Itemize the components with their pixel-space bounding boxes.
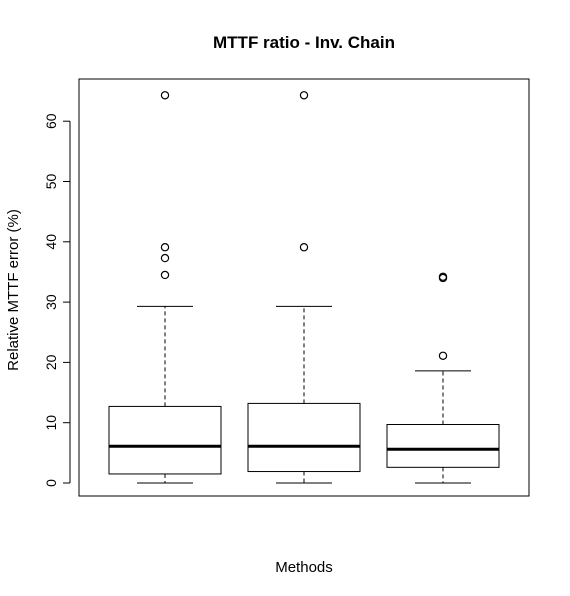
box-1 <box>109 92 221 483</box>
outlier-point <box>161 92 168 99</box>
chart-title: MTTF ratio - Inv. Chain <box>213 33 395 52</box>
y-tick-label: 10 <box>43 415 59 431</box>
y-axis-label: Relative MTTF error (%) <box>5 209 22 371</box>
y-tick-label: 0 <box>43 479 59 487</box>
y-tick-label: 40 <box>43 234 59 250</box>
boxes-group <box>109 92 499 483</box>
outlier-point <box>161 244 168 251</box>
outlier-point <box>439 352 446 359</box>
outlier-point <box>300 244 307 251</box>
outlier-point <box>161 271 168 278</box>
box-iqr <box>248 403 360 471</box>
box-3 <box>387 273 499 483</box>
box-iqr <box>109 406 221 474</box>
outlier-point <box>161 254 168 261</box>
box-2 <box>248 92 360 483</box>
x-axis-label: Methods <box>275 559 333 576</box>
outlier-point <box>300 92 307 99</box>
y-tick-label: 60 <box>43 113 59 129</box>
y-tick-label: 30 <box>43 294 59 310</box>
y-tick-label: 20 <box>43 354 59 370</box>
box-iqr <box>387 425 499 468</box>
y-tick-label: 50 <box>43 174 59 190</box>
y-axis: 0 10 20 30 40 50 60 <box>43 113 70 487</box>
